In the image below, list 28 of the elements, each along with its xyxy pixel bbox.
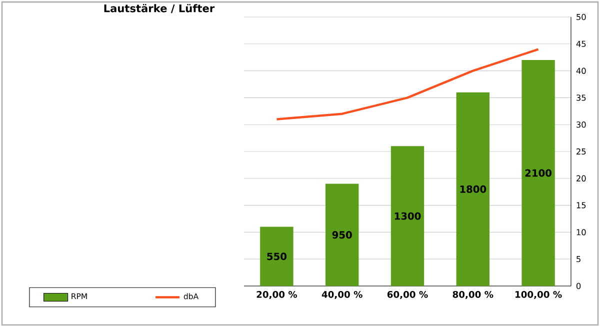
y-tick-label: 25 bbox=[576, 148, 586, 155]
data-label: 1800 bbox=[460, 185, 486, 193]
bar bbox=[522, 60, 555, 286]
x-tick-label: 60,00 % bbox=[387, 290, 428, 300]
bar bbox=[390, 146, 424, 286]
y-tick-label: 35 bbox=[576, 94, 586, 101]
y-tick-label: 15 bbox=[576, 202, 586, 208]
y-tick-label: 20 bbox=[576, 175, 586, 182]
y-tick-label: 40 bbox=[576, 68, 586, 74]
x-tick-label: 20,00 % bbox=[256, 290, 298, 300]
y-tick-label: 0 bbox=[576, 282, 581, 290]
y-tick-label: 30 bbox=[576, 122, 586, 128]
bar bbox=[326, 184, 359, 286]
x-tick-label: 40,00 % bbox=[322, 290, 362, 300]
bar bbox=[456, 92, 490, 286]
text: Lautstärke / Lüfter bbox=[104, 4, 215, 14]
y-tick-label: 10 bbox=[576, 229, 586, 236]
line-series bbox=[276, 48, 540, 120]
bar bbox=[260, 226, 294, 286]
data-label: 2100 bbox=[525, 169, 552, 177]
x-tick-label: 100,00 % bbox=[516, 290, 562, 300]
data-label: 1300 bbox=[394, 212, 421, 220]
data-label: 550 bbox=[267, 252, 286, 260]
y-tick-label: 45 bbox=[576, 40, 586, 47]
data-label: 950 bbox=[332, 231, 352, 239]
x-tick-label: 80,00 % bbox=[452, 290, 494, 300]
y-tick-label: 50 bbox=[576, 14, 586, 20]
y-tick-label: 5 bbox=[576, 256, 580, 262]
